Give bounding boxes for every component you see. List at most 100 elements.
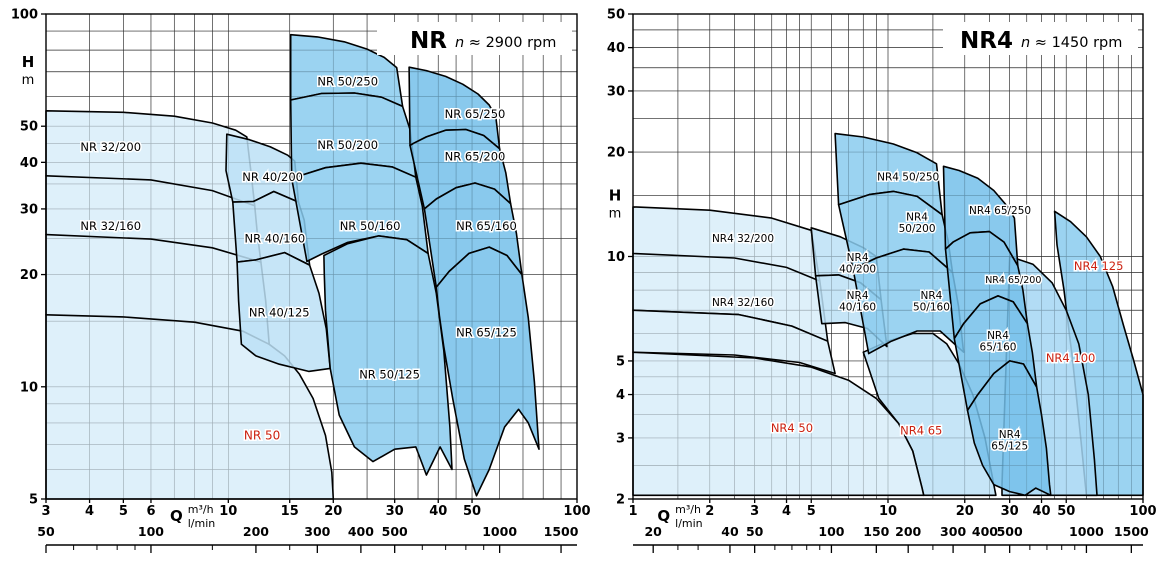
- region-divider-curve: [632, 252, 821, 282]
- y-tick-label: 10: [20, 380, 38, 395]
- title-background: [943, 22, 1138, 55]
- y-tick-label: 50: [607, 8, 625, 23]
- region-nr4-50-envelope: [632, 351, 925, 497]
- lmin-tick-label: 500: [382, 524, 408, 539]
- x-tick-label: 50: [463, 504, 481, 519]
- lmin-tick-label: 20: [644, 524, 662, 539]
- lmin-tick-label: 150: [863, 524, 889, 539]
- x-axis-unit-top: m³/h: [675, 503, 701, 516]
- x-tick-label: 100: [563, 504, 590, 519]
- region-label: NR 50/200: [317, 138, 378, 152]
- x-tick-label: 40: [429, 504, 447, 519]
- y-tick-label: 20: [20, 268, 38, 283]
- region-label: NR4 50/250: [877, 172, 939, 184]
- region-nr4-65-125: [966, 360, 1052, 497]
- lmin-tick-label: 400: [972, 524, 998, 539]
- y-tick-label: 40: [607, 41, 625, 56]
- lmin-tick-label: 300: [304, 524, 330, 539]
- region-label: NR 40/200: [242, 170, 303, 184]
- y-tick-label: 30: [607, 84, 625, 99]
- region-label: NR 40/125: [249, 306, 310, 320]
- x-tick-label: 100: [1129, 504, 1156, 519]
- grid-overlay: [45, 13, 578, 500]
- region-label: NR4 32/160: [712, 297, 774, 309]
- lmin-tick-label: 100: [818, 524, 844, 539]
- y-tick-label: 3: [616, 431, 625, 446]
- nr-chart: NR 32/200 NR 32/160 NR 40/200 NR 40/160 NR 4…: [11, 8, 591, 553]
- region-label: NR 50/125: [359, 367, 420, 381]
- region-label: NR 65/125: [456, 325, 517, 339]
- y-tick-label: 4: [616, 388, 625, 403]
- x-tick-label: 30: [1001, 504, 1019, 519]
- region-label: NR4 65/250: [969, 205, 1031, 217]
- region-nr-40-200: [225, 133, 300, 203]
- region-label: NR 32/200: [80, 140, 141, 154]
- region-label: NR4 50: [771, 421, 813, 435]
- lmin-tick-label: 50: [37, 524, 55, 539]
- lmin-tick-label: 300: [940, 524, 966, 539]
- region-label: NR4 125: [1074, 259, 1124, 273]
- x-tick-label: 40: [1032, 504, 1050, 519]
- x-axis-unit-bottom: l/min: [188, 517, 216, 530]
- y-axis-unit: m: [22, 73, 35, 88]
- region-label: NR4 65/160: [980, 330, 1017, 354]
- x-tick-label: 1: [628, 504, 637, 519]
- chart-subtitle: n ≈ 2900 rpm: [455, 35, 556, 51]
- x-tick-label: 4: [782, 504, 791, 519]
- region-label: NR4 65/125: [991, 429, 1028, 453]
- x-tick-label: 6: [146, 504, 155, 519]
- y-axis-label: H: [22, 53, 35, 71]
- region-label: NR4 50/160: [913, 290, 950, 314]
- lmin-tick-label: 1000: [482, 524, 517, 539]
- x-tick-label: 50: [1057, 504, 1075, 519]
- region-label: NR4 65: [900, 424, 942, 438]
- y-tick-label: 5: [29, 493, 38, 508]
- x-tick-label: 10: [219, 504, 237, 519]
- x-tick-label: 3: [41, 504, 50, 519]
- region-label: NR4 100: [1046, 351, 1096, 365]
- x-axis-label: Q: [657, 507, 670, 525]
- region-nr-65-125: [435, 246, 540, 497]
- lmin-tick-label: 100: [138, 524, 164, 539]
- x-tick-label: 20: [324, 504, 342, 519]
- region-nr4-32-base: [632, 309, 836, 375]
- x-tick-label: 5: [119, 504, 128, 519]
- lmin-tick-label: 500: [997, 524, 1023, 539]
- x-tick-label: 3: [750, 504, 759, 519]
- region-label: NR 50: [244, 429, 280, 443]
- region-label: NR4 32/200: [712, 233, 774, 245]
- lmin-tick-label: 50: [746, 524, 764, 539]
- y-tick-label: 50: [20, 120, 38, 135]
- region-label: NR4 40/200: [839, 252, 876, 276]
- x-tick-label: 20: [956, 504, 974, 519]
- region-nr-50-160: [290, 162, 429, 263]
- region-label: NR 65/160: [456, 219, 517, 233]
- nr4-chart-panel: NR4 32/200 NR4 32/160 NR4 40/200 NR4 40/160 NR…: [595, 0, 1157, 564]
- x-tick-label: 15: [281, 504, 299, 519]
- x-tick-label: 30: [386, 504, 404, 519]
- y-tick-label: 20: [607, 146, 625, 161]
- lmin-tick-label: 1000: [1069, 524, 1104, 539]
- region-label: NR4 40/160: [839, 290, 876, 314]
- chart-title: NR4: [960, 28, 1013, 54]
- y-tick-label: 30: [20, 202, 38, 217]
- lmin-tick-label: 200: [243, 524, 269, 539]
- x-tick-label: 5: [807, 504, 816, 519]
- x-tick-label: 2: [705, 504, 714, 519]
- y-tick-label: 100: [11, 8, 38, 23]
- lmin-tick-label: 400: [348, 524, 374, 539]
- y-axis-unit: m: [609, 207, 622, 222]
- lmin-tick-label: 40: [721, 524, 739, 539]
- x-tick-label: 10: [879, 504, 897, 519]
- y-axis-label: H: [609, 187, 622, 205]
- region-label: NR 65/200: [445, 149, 506, 163]
- y-tick-label: 40: [20, 156, 38, 171]
- region-label: NR 40/160: [245, 231, 306, 245]
- x-axis-unit-top: m³/h: [188, 503, 214, 516]
- region-label: NR4 65/200: [985, 275, 1041, 286]
- x-tick-label: 4: [85, 504, 94, 519]
- x-axis-label: Q: [170, 507, 183, 525]
- y-tick-label: 10: [607, 250, 625, 265]
- y-tick-label: 2: [616, 493, 625, 508]
